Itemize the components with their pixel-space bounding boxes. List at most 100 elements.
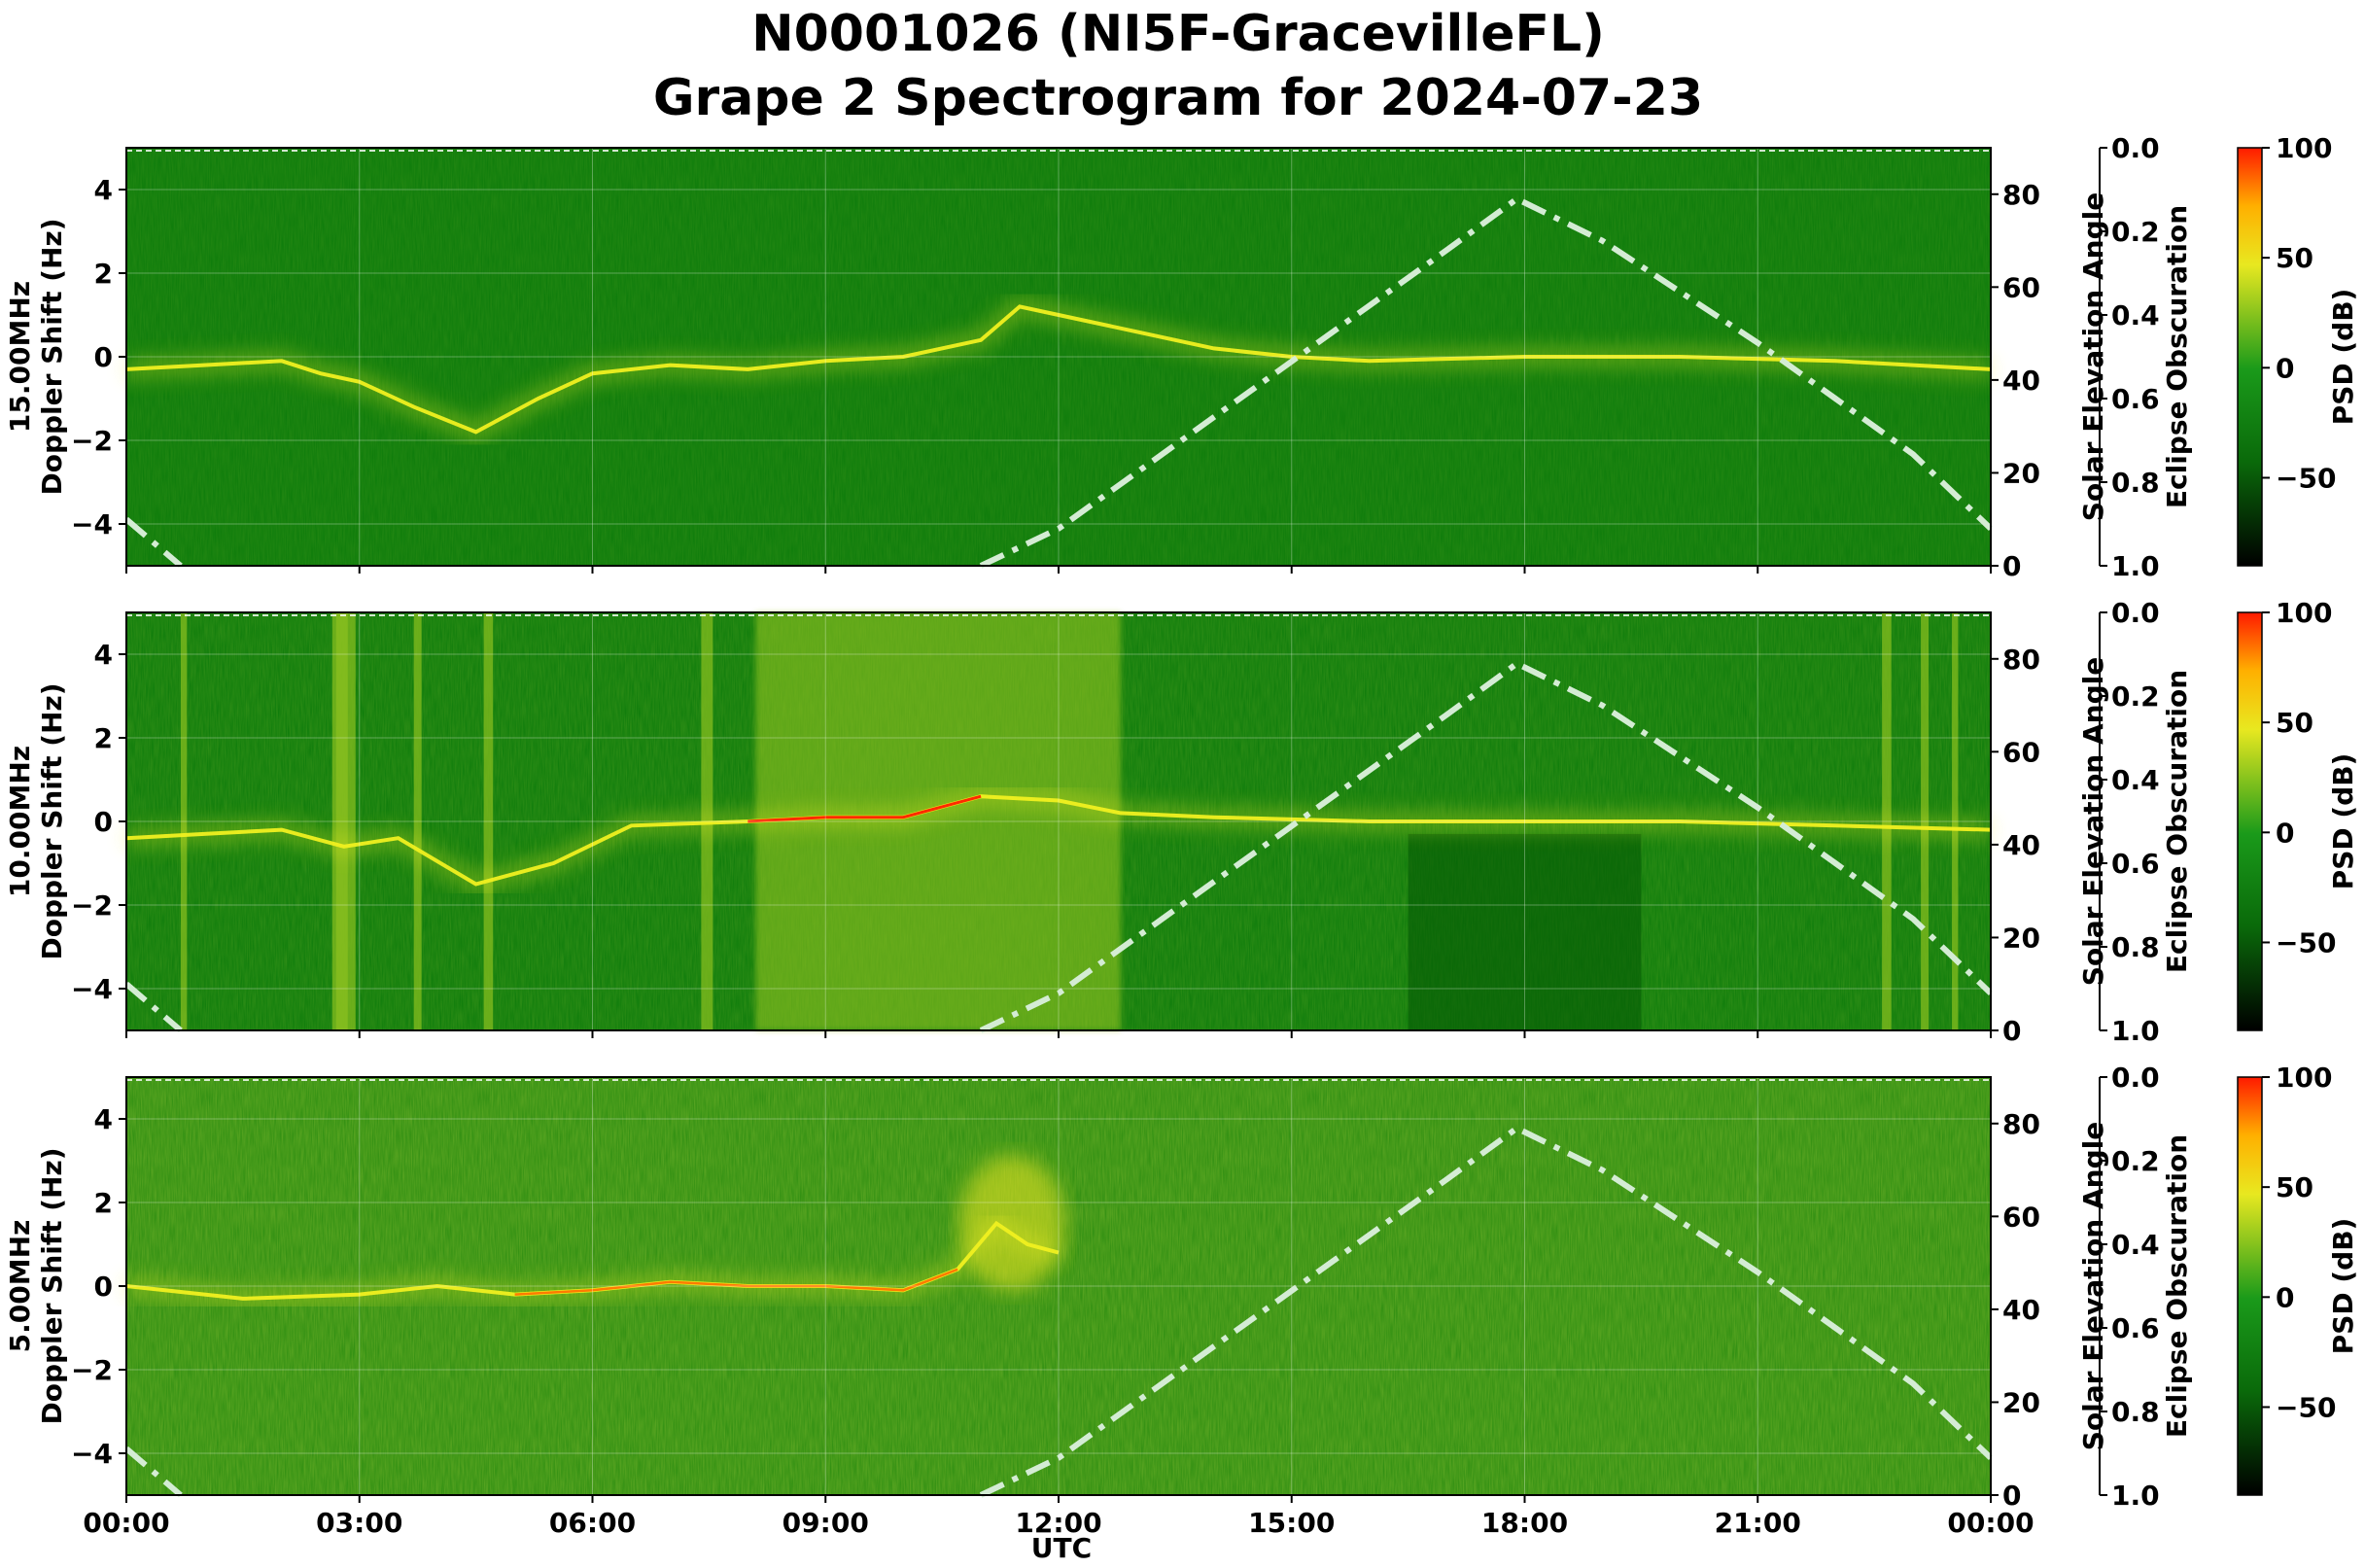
- x-tick-label: 00:00: [1947, 1507, 2034, 1539]
- colorbar: [2237, 611, 2263, 1031]
- colorbar-label: PSD (dB): [2327, 1218, 2359, 1355]
- y-tick-label: 0: [94, 1271, 113, 1303]
- colorbar-tick-label: 0: [2276, 817, 2294, 849]
- interference-band: [413, 612, 422, 1030]
- panel-3: 420−2−45.00MHz Doppler Shift (Hz)80604020…: [4, 1062, 2359, 1539]
- doppler-trace: [125, 304, 1992, 435]
- x-tick-label: 03:00: [316, 1507, 402, 1539]
- eclipse-tick-label: 0.0: [2111, 132, 2160, 164]
- x-tick-label: 12:00: [1015, 1507, 1101, 1539]
- eclipse-tick-label: 0.0: [2111, 1062, 2160, 1094]
- solar-tick-label: 60: [2002, 1201, 2040, 1233]
- colorbar-label: PSD (dB): [2327, 289, 2359, 426]
- eclipse-tick-label: 0.0: [2111, 597, 2160, 629]
- colorbar-tick-label: 0: [2276, 1281, 2294, 1313]
- y-tick-label: −4: [71, 973, 113, 1005]
- x-tick-label: 15:00: [1248, 1507, 1335, 1539]
- x-tick-label: 06:00: [549, 1507, 636, 1539]
- eclipse-tick-label: 0.2: [2111, 680, 2160, 713]
- panel-frequency-label: 15.00MHz: [4, 281, 36, 433]
- y-tick-label: 0: [94, 806, 113, 838]
- eclipse-tick-label: 1.0: [2111, 1480, 2160, 1512]
- y-tick-label: 2: [94, 1187, 113, 1219]
- colorbar-tick-label: −50: [2276, 926, 2336, 958]
- panel-frequency-label: 5.00MHz: [4, 1220, 36, 1353]
- solar-tick-label: 0: [2002, 1015, 2021, 1047]
- x-tick-label: 09:00: [783, 1507, 869, 1539]
- solar-tick-label: 60: [2002, 736, 2040, 768]
- eclipse-axis-label: Eclipse Obscuration: [2161, 1134, 2193, 1438]
- solar-elevation-curve: [124, 1446, 183, 1498]
- interference-band: [483, 612, 494, 1030]
- eclipse-tick-label: 0.8: [2111, 467, 2160, 499]
- colorbar-tick-label: 0: [2276, 352, 2294, 384]
- y-axis-label: Doppler Shift (Hz): [36, 218, 68, 495]
- eclipse-tick-label: 0.2: [2111, 216, 2160, 248]
- eclipse-tick-label: 0.4: [2111, 764, 2160, 796]
- title-line-1: N0001026 (NI5F-GracevilleFL): [751, 5, 1605, 63]
- colorbar-tick-label: 100: [2276, 132, 2332, 164]
- y-axis-label: Doppler Shift (Hz): [36, 1147, 68, 1424]
- solar-elevation-curve: [979, 660, 1994, 1033]
- solar-tick-label: 20: [2002, 457, 2040, 489]
- x-tick-label: 00:00: [83, 1507, 169, 1539]
- eclipse-tick-label: 0.6: [2111, 848, 2160, 880]
- eclipse-axis-label: Eclipse Obscuration: [2161, 205, 2193, 508]
- eclipse-tick-label: 0.8: [2111, 1396, 2160, 1428]
- solar-tick-label: 20: [2002, 922, 2040, 954]
- colorbar-tick-label: 50: [2276, 1171, 2313, 1203]
- x-axis-label: UTC: [1031, 1532, 1092, 1564]
- colorbar: [2237, 1076, 2263, 1496]
- solar-tick-label: 40: [2002, 829, 2040, 861]
- eclipse-tick-label: 0.8: [2111, 931, 2160, 963]
- solar-axis-label: Solar Elevation Angle: [2077, 192, 2109, 521]
- panel-1: 420−2−415.00MHz Doppler Shift (Hz)8060402…: [4, 132, 2359, 582]
- eclipse-tick-label: 1.0: [2111, 1015, 2160, 1047]
- doppler-trace-peak: [514, 1268, 958, 1296]
- panel-frequency-label: 10.00MHz: [4, 746, 36, 897]
- y-tick-label: −4: [71, 508, 113, 540]
- interference-band: [335, 612, 348, 1030]
- solar-tick-label: 0: [2002, 1480, 2021, 1512]
- solar-axis-label: Solar Elevation Angle: [2077, 657, 2109, 986]
- eclipse-tick-label: 0.2: [2111, 1145, 2160, 1177]
- colorbar-tick-label: 50: [2276, 707, 2313, 739]
- solar-axis-label: Solar Elevation Angle: [2077, 1122, 2109, 1450]
- y-tick-label: 4: [94, 174, 113, 206]
- solar-tick-label: 80: [2002, 644, 2040, 676]
- y-tick-label: 4: [94, 639, 113, 671]
- y-tick-label: 2: [94, 258, 113, 290]
- solar-tick-label: 60: [2002, 271, 2040, 303]
- solar-tick-label: 80: [2002, 179, 2040, 211]
- solar-elevation-curve: [979, 195, 1994, 569]
- colorbar-label: PSD (dB): [2327, 753, 2359, 890]
- doppler-trace-peak: [748, 794, 982, 823]
- y-tick-label: −4: [71, 1438, 113, 1470]
- interference-band: [180, 612, 188, 1030]
- eclipse-tick-label: 1.0: [2111, 550, 2160, 582]
- solar-tick-label: 40: [2002, 1294, 2040, 1326]
- solar-elevation-curve: [124, 516, 183, 569]
- eclipse-tick-label: 0.6: [2111, 1312, 2160, 1344]
- eclipse-tick-label: 0.4: [2111, 299, 2160, 331]
- x-tick-label: 18:00: [1481, 1507, 1568, 1539]
- colorbar-tick-label: 50: [2276, 242, 2313, 274]
- y-tick-label: 2: [94, 722, 113, 754]
- colorbar: [2237, 147, 2263, 567]
- solar-tick-label: 20: [2002, 1386, 2040, 1418]
- solar-elevation-curve: [124, 981, 183, 1033]
- eclipse-axis-label: Eclipse Obscuration: [2161, 670, 2193, 973]
- y-tick-label: 0: [94, 341, 113, 373]
- title-line-2: Grape 2 Spectrogram for 2024-07-23: [653, 69, 1703, 127]
- colorbar-tick-label: −50: [2276, 462, 2336, 494]
- solar-tick-label: 40: [2002, 365, 2040, 397]
- y-tick-label: −2: [71, 425, 113, 457]
- colorbar-tick-label: 100: [2276, 1062, 2332, 1094]
- eclipse-tick-label: 0.6: [2111, 383, 2160, 415]
- colorbar-tick-label: −50: [2276, 1391, 2336, 1423]
- quiet-region: [1408, 833, 1642, 1030]
- eclipse-tick-label: 0.4: [2111, 1229, 2160, 1261]
- colorbar-tick-label: 100: [2276, 597, 2332, 629]
- y-tick-label: −2: [71, 889, 113, 922]
